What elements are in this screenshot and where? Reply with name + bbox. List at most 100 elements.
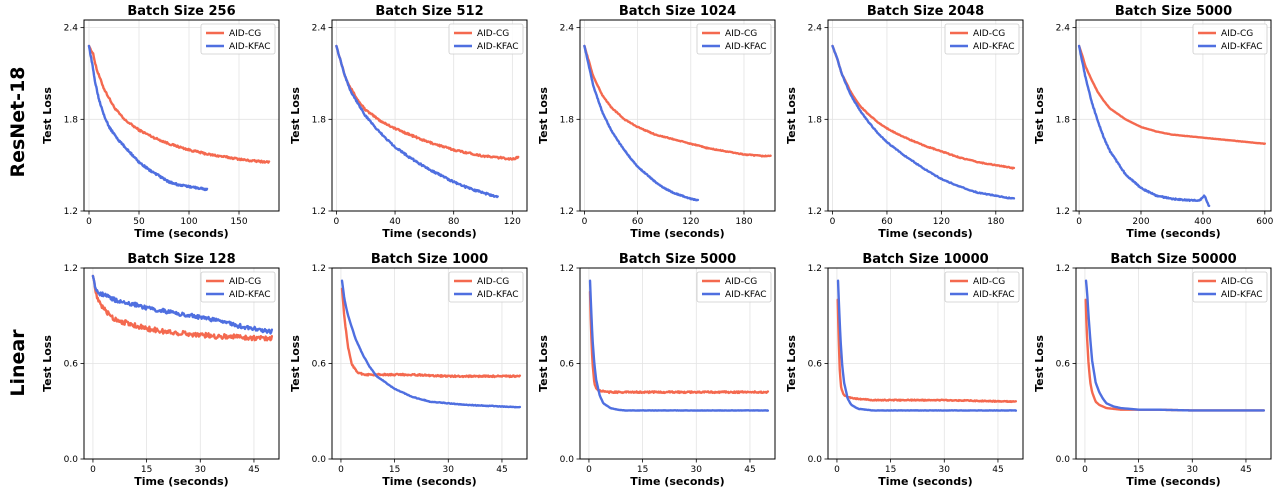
x-tick-label: 15 xyxy=(1133,465,1144,475)
y-tick-label: 1.8 xyxy=(312,115,327,125)
y-tick-label: 0.0 xyxy=(808,455,823,465)
y-axis-label: Test Loss xyxy=(289,87,302,144)
x-tick-label: 0 xyxy=(338,465,344,475)
y-tick-label: 0.6 xyxy=(312,360,327,370)
y-tick-label: 1.2 xyxy=(64,207,78,217)
x-axis-label: Time (seconds) xyxy=(630,227,724,240)
y-tick-label: 0.6 xyxy=(64,360,79,370)
plot-frame xyxy=(1075,19,1272,212)
y-tick-label: 2.4 xyxy=(312,24,327,34)
x-axis-label: Time (seconds) xyxy=(382,475,476,488)
legend-label: AID-CG xyxy=(725,277,757,287)
y-tick-label: 0.6 xyxy=(808,360,823,370)
y-tick-label: 1.8 xyxy=(1056,115,1071,125)
y-axis-label: Test Loss xyxy=(785,335,798,392)
plot-frame xyxy=(579,267,776,460)
y-tick-label: 0.6 xyxy=(560,360,575,370)
chart-title: Batch Size 1024 xyxy=(619,4,736,19)
x-axis-label: Time (seconds) xyxy=(1126,227,1220,240)
x-tick-label: 0 xyxy=(586,465,592,475)
series-line-aid-kfac xyxy=(91,274,274,335)
chart-panel-3: Batch Size 1024 0 60 120 180 1.2 1.8 2.4 Time (s… xyxy=(537,4,776,240)
chart-title: Batch Size 512 xyxy=(375,4,483,19)
series-line-aid-cg xyxy=(335,44,520,161)
chart-title: Batch Size 50000 xyxy=(1110,252,1236,267)
legend: AID-CG AID-KFAC xyxy=(448,271,524,303)
series-line-aid-kfac xyxy=(1084,279,1266,412)
x-tick-label: 15 xyxy=(637,465,648,475)
y-tick-label: 1.8 xyxy=(64,115,79,125)
series-line-aid-kfac xyxy=(836,279,1018,412)
y-tick-label: 0.0 xyxy=(64,455,79,465)
x-tick-label: 120 xyxy=(933,217,950,227)
y-tick-label: 1.2 xyxy=(560,207,574,217)
x-tick-label: 0 xyxy=(834,465,840,475)
y-tick-label: 1.2 xyxy=(1056,207,1070,217)
plot-frame xyxy=(83,267,280,460)
series-line-aid-kfac xyxy=(340,279,522,409)
legend: AID-CG AID-KFAC xyxy=(200,23,276,55)
x-tick-label: 30 xyxy=(691,465,703,475)
legend-label: AID-KFAC xyxy=(229,290,271,300)
x-axis-label: Time (seconds) xyxy=(1126,475,1220,488)
y-tick-label: 0.6 xyxy=(1056,360,1071,370)
legend-label: AID-KFAC xyxy=(229,42,271,52)
legend-label: AID-KFAC xyxy=(1221,290,1263,300)
series-line-aid-kfac xyxy=(335,44,499,199)
y-tick-label: 1.2 xyxy=(312,264,326,274)
row-label-linear: Linear xyxy=(7,329,29,397)
legend-label: AID-KFAC xyxy=(477,290,519,300)
x-tick-label: 40 xyxy=(389,217,401,227)
y-tick-label: 2.4 xyxy=(64,24,79,34)
chart-title: Batch Size 2048 xyxy=(867,4,984,19)
x-axis-label: Time (seconds) xyxy=(878,475,972,488)
y-tick-label: 1.2 xyxy=(560,264,574,274)
x-axis-label: Time (seconds) xyxy=(134,227,228,240)
y-tick-label: 1.8 xyxy=(808,115,823,125)
y-axis-label: Test Loss xyxy=(537,335,550,392)
series-line-aid-cg xyxy=(583,44,772,158)
legend-label: AID-KFAC xyxy=(973,42,1015,52)
legend-label: AID-CG xyxy=(477,29,509,39)
series-line-aid-kfac xyxy=(1077,44,1211,208)
x-tick-label: 600 xyxy=(1256,217,1273,227)
x-tick-label: 400 xyxy=(1194,217,1211,227)
legend-label: AID-CG xyxy=(725,29,757,39)
legend-label: AID-CG xyxy=(229,29,261,39)
y-tick-label: 2.4 xyxy=(1056,24,1071,34)
x-tick-label: 120 xyxy=(682,217,699,227)
plot-frame xyxy=(331,19,528,212)
x-axis-label: Time (seconds) xyxy=(134,475,228,488)
y-axis-label: Test Loss xyxy=(41,335,54,392)
x-tick-label: 0 xyxy=(90,465,96,475)
legend: AID-CG AID-KFAC xyxy=(448,23,524,55)
series-line-aid-cg xyxy=(836,298,1018,404)
x-tick-label: 30 xyxy=(939,465,951,475)
y-tick-label: 1.2 xyxy=(64,264,78,274)
x-tick-label: 45 xyxy=(248,465,259,475)
series-line-aid-kfac xyxy=(831,44,1016,200)
x-tick-label: 0 xyxy=(1082,465,1088,475)
y-axis-label: Test Loss xyxy=(289,335,302,392)
legend: AID-CG AID-KFAC xyxy=(944,23,1020,55)
chart-panel-5: Batch Size 5000 0 200 400 600 1.2 1.8 2.4 Time (… xyxy=(1033,4,1274,240)
series-line-aid-cg xyxy=(87,44,271,164)
x-tick-label: 45 xyxy=(496,465,507,475)
x-tick-label: 150 xyxy=(230,217,247,227)
chart-title: Batch Size 10000 xyxy=(862,252,988,267)
legend: AID-CG AID-KFAC xyxy=(696,23,772,55)
series-line-aid-cg xyxy=(1077,44,1267,146)
legend: AID-CG AID-KFAC xyxy=(1192,23,1268,55)
legend-label: AID-KFAC xyxy=(725,42,767,52)
x-axis-label: Time (seconds) xyxy=(382,227,476,240)
x-tick-label: 60 xyxy=(881,217,893,227)
x-tick-label: 15 xyxy=(141,465,152,475)
legend: AID-CG AID-KFAC xyxy=(944,271,1020,303)
y-tick-label: 1.2 xyxy=(312,207,326,217)
legend-label: AID-KFAC xyxy=(477,42,519,52)
y-tick-label: 2.4 xyxy=(560,24,575,34)
x-axis-label: Time (seconds) xyxy=(630,475,724,488)
series-line-aid-kfac xyxy=(583,44,700,202)
legend-label: AID-KFAC xyxy=(973,290,1015,300)
